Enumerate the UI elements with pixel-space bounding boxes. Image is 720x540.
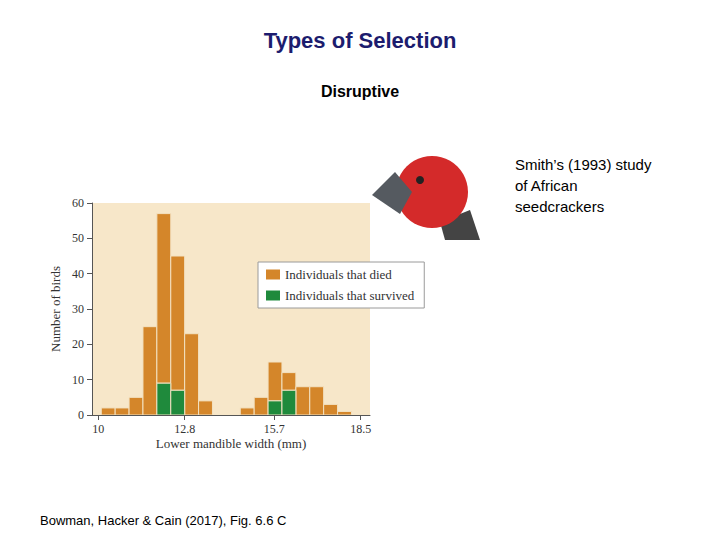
- svg-text:10: 10: [72, 373, 84, 387]
- svg-text:Bowman, Hacker & Cain (2017),: Bowman, Hacker & Cain (2017), Fig. 6.6 C: [40, 513, 286, 528]
- svg-text:12.8: 12.8: [174, 422, 195, 436]
- svg-text:Individuals that survived: Individuals that survived: [285, 288, 415, 303]
- svg-text:30: 30: [72, 302, 84, 316]
- svg-text:Disruptive: Disruptive: [321, 83, 399, 100]
- svg-text:Smith’s (1993) study: Smith’s (1993) study: [515, 156, 652, 173]
- svg-text:Types of Selection: Types of Selection: [264, 28, 457, 53]
- svg-text:Lower mandible width (mm): Lower mandible width (mm): [156, 436, 307, 451]
- svg-text:0: 0: [78, 408, 84, 422]
- svg-text:15.7: 15.7: [264, 422, 285, 436]
- svg-text:seedcrackers: seedcrackers: [515, 198, 604, 215]
- svg-text:Individuals that died: Individuals that died: [285, 267, 392, 282]
- svg-text:20: 20: [72, 337, 84, 351]
- svg-text:60: 60: [72, 196, 84, 210]
- svg-text:of African: of African: [515, 177, 578, 194]
- svg-text:40: 40: [72, 267, 84, 281]
- svg-text:50: 50: [72, 231, 84, 245]
- svg-text:18.5: 18.5: [350, 422, 371, 436]
- svg-text:Number of birds: Number of birds: [48, 266, 63, 352]
- svg-text:10: 10: [92, 422, 104, 436]
